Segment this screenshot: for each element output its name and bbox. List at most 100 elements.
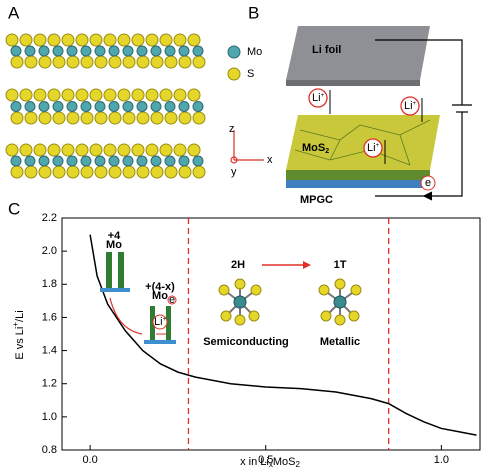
mo-atom [38,155,50,167]
s-atom [173,88,187,102]
text: x in Li [240,456,269,468]
mo-atom [150,101,162,112]
s-atom [103,33,117,47]
s-atom [150,55,164,69]
li-ion-circle [363,138,383,158]
mo-atom [94,45,106,57]
s-atom [159,33,173,47]
s-atom [318,284,330,296]
s-atom [38,111,52,125]
li-ion-label: Li+ [404,100,417,112]
mo-atom [80,101,92,112]
panel-label: C [8,199,20,218]
s-atom [350,284,362,296]
s-atom [103,143,117,157]
s-atom [10,111,24,125]
s-atom [164,165,178,179]
text: Li [154,316,163,328]
s-atom [248,310,260,322]
s-atom [159,88,173,102]
axes-icon [230,130,264,164]
li-foil-label: Li foil [312,44,341,56]
s-atom [5,88,19,102]
s-atom [94,165,108,179]
mo-atom [192,101,204,112]
y-tick-label: 1.4 [42,344,57,356]
s-atom [178,165,192,179]
s-atom [122,111,136,125]
x-axis-label: x in LixMoS2 [240,456,300,469]
discharge-curve [89,234,477,436]
mo-atom [24,101,36,112]
mo-atom [164,155,176,167]
s-atom [234,314,246,326]
s-atom [24,55,38,69]
s-atom [47,33,61,47]
s-atom [61,143,75,157]
mo-atom [10,101,22,112]
s-atom [33,88,47,102]
s-atom [250,284,262,296]
s-atom [150,165,164,179]
s-atom [38,165,52,179]
s-atom [33,33,47,47]
text: E vs Li [14,327,26,360]
mo-atom [80,155,92,167]
y-tick-label: 1.0 [42,411,57,423]
s-atom [66,165,80,179]
subscript: 2 [325,148,329,155]
li-ion-label: Li+ [312,92,325,104]
s-atom [47,88,61,102]
s-atom [218,284,230,296]
s-atom [108,111,122,125]
li-ions: Li+ Li+ Li+ [308,88,423,164]
panel-label: A [8,3,20,22]
mo-inset [100,252,177,344]
s-atom [38,55,52,69]
subscript: x [269,460,273,469]
s-atom [136,111,150,125]
axis-name: y [231,166,237,178]
plot-frame [61,217,481,451]
mo-atom [66,45,78,57]
s-atom [19,143,33,157]
text: MoS [273,456,296,468]
mo-atom [66,155,78,167]
mo-atom [233,295,247,309]
li-ion-label: Li+ [367,142,380,154]
legend-label: Mo [247,46,262,58]
mos2-edge [286,170,430,180]
molecules [218,278,362,326]
mo-atom [150,45,162,57]
mo-atom [164,45,176,57]
s-atom [19,88,33,102]
s-atom [131,33,145,47]
s-atom [33,143,47,157]
s-atom [187,88,201,102]
s-atom [89,33,103,47]
mo-atom [52,101,64,112]
mo-atom [52,155,64,167]
chart: 0.0 0.5 1.0 0.8 1.0 1.2 1.4 1.6 1.8 2.0 2.2 [42,212,481,466]
mo-atom [108,155,120,167]
grain-lines [294,119,431,166]
annotation: Mo [106,239,122,251]
s-atom [334,278,346,290]
mo-atom [136,155,148,167]
mo-atom [136,101,148,112]
text: /Li [14,310,26,322]
s-atom [220,310,232,322]
mo-atom [122,101,134,112]
mos2-layer [286,115,440,170]
annotation: 1T [334,259,347,271]
mo-atom [66,101,78,112]
y-tick-label: 1.8 [42,278,57,290]
s-atom [145,143,159,157]
superscript: + [11,322,20,327]
s-atom [47,143,61,157]
axis-name: x [267,154,273,166]
y-tick-label: 2.2 [42,212,57,224]
mo-atom [108,101,120,112]
mo-atom [24,45,36,57]
